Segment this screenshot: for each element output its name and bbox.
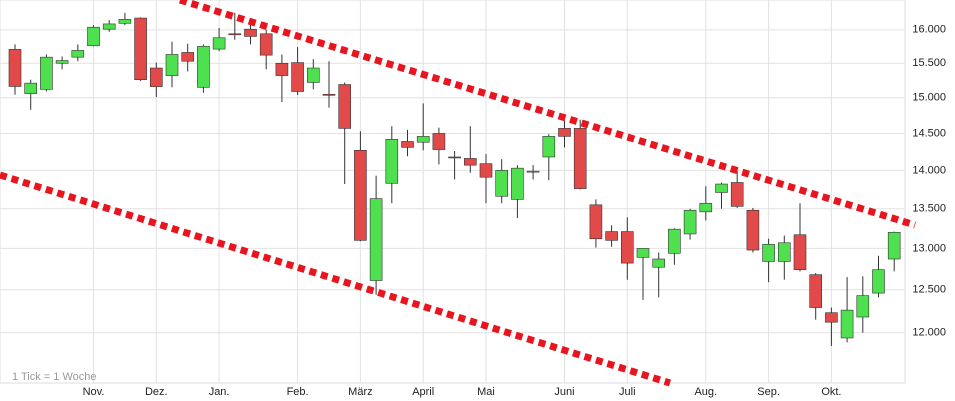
candle-body [589,204,603,240]
candle-body [102,23,116,30]
candle-body [479,163,493,178]
plot-area [0,0,906,384]
candle-body [24,82,38,94]
x-tick-label: Juni [554,386,574,398]
y-tick-label: 12.500 [912,284,946,296]
x-tick-label: Juli [619,386,636,398]
candle-body [762,244,775,262]
x-tick-label: Mai [477,386,495,398]
candle-body [825,312,838,323]
candle-body [87,26,100,47]
candles [8,12,901,346]
candle-body [385,138,399,184]
candle-body [306,67,320,83]
candle-body [840,309,854,339]
candle-body [369,198,383,281]
candle-body [275,62,289,76]
candle-body [338,84,352,129]
candle-body [856,295,870,318]
candle-body [652,258,666,268]
candle-body [809,274,823,308]
x-tick-label: Nov. [83,386,105,398]
y-tick-label: 14.500 [912,127,946,139]
y-tick-label: 14.000 [912,164,946,176]
trend-line-upper [178,0,917,229]
candle-body [8,49,22,87]
candle-body [777,242,791,262]
axis-labels: 12.000 12.500 13.000 13.500 14.000 14.500 15.0… [83,24,946,398]
x-tick-label: Feb. [287,386,309,398]
candle-body [165,54,179,76]
candle-body [401,141,414,148]
candle-body [463,158,477,166]
candle-body [495,170,509,197]
candle-body [354,150,367,241]
candle-body [134,17,147,80]
y-tick-label: 15.500 [912,57,946,69]
candle-body [118,19,132,24]
y-tick-label: 16.000 [912,24,946,36]
candle-body [526,170,540,173]
x-tick-label: Sep. [757,386,780,398]
candle-body [668,228,681,254]
candle-body [448,156,461,159]
candle-body [746,209,760,251]
candle-body [511,167,524,200]
candle-body [620,231,634,264]
x-tick-label: April [412,386,434,398]
candle-body [730,182,744,207]
candle-body [872,269,885,294]
candle-body [699,202,713,213]
candle-body [416,136,430,143]
candle-body [244,28,257,37]
candle-body [40,56,53,90]
candle-body [291,62,304,92]
candle-body [322,93,336,96]
candle-body [228,33,242,36]
candle-body [715,183,728,193]
candle-body [542,136,556,158]
x-tick-label: Dez. [145,386,168,398]
candle-body [887,232,901,260]
candle-body [150,67,163,87]
candle-body [573,128,587,189]
candle-body [605,231,618,241]
x-tick-label: Jan. [209,386,230,398]
candle-body [259,33,273,56]
y-tick-label: 12.000 [912,327,946,339]
candle-body [212,37,226,50]
x-tick-label: Okt. [821,386,841,398]
candle-body [71,50,85,58]
y-tick-label: 13.000 [912,242,946,254]
trend-line-lower [0,171,672,387]
x-tick-label: Aug. [694,386,717,398]
y-tick-label: 13.500 [912,203,946,215]
candle-body [55,60,69,64]
candle-body [683,209,697,235]
candle-body [432,133,446,150]
annotation: 1 Tick = 1 Woche [12,371,96,383]
candle-body [636,248,650,258]
candle-body [793,234,807,270]
y-tick-label: 15.000 [912,92,946,104]
candle-body [197,46,210,88]
x-tick-label: März [348,386,372,398]
candle-body [181,52,194,62]
candle-body [558,128,571,137]
